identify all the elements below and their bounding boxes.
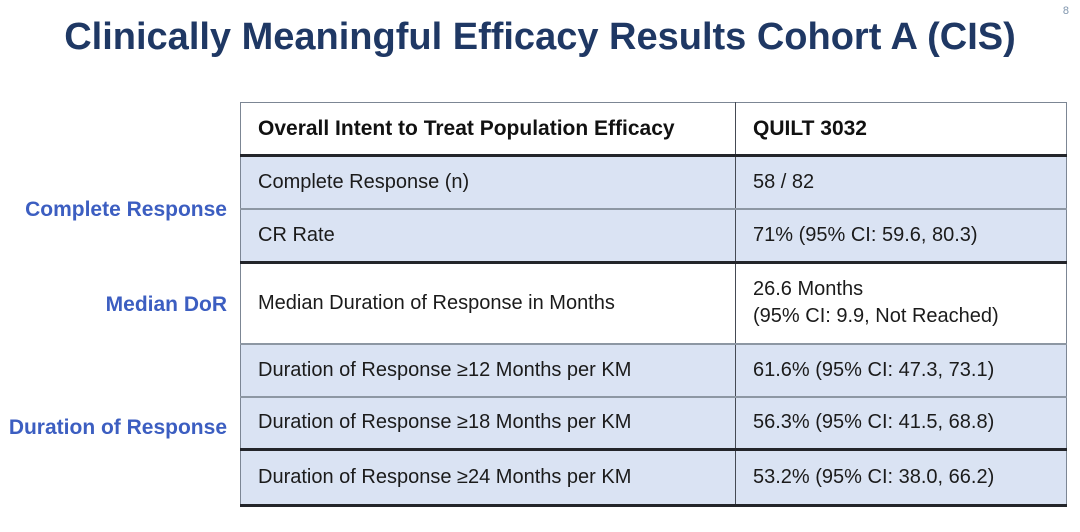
header-cell-quilt-3032: QUILT 3032 (735, 102, 1067, 157)
table-row-dor-12-months: Duration of Response ≥12 Months per KM 6… (240, 343, 1067, 398)
table-row-median-dor: Median Duration of Response in Months 26… (240, 262, 1067, 345)
side-label-complete-response: Complete Response (25, 198, 227, 221)
page-number: 8 (1062, 5, 1069, 17)
row-label: Duration of Response ≥12 Months per KM (240, 343, 736, 398)
table-row-cr-rate: CR Rate 71% (95% CI: 59.6, 80.3) (240, 208, 1067, 264)
row-label: CR Rate (240, 208, 736, 264)
header-cell-population-efficacy: Overall Intent to Treat Population Effic… (240, 102, 736, 157)
row-value: 56.3% (95% CI: 41.5, 68.8) (735, 396, 1067, 451)
slide-title: Clinically Meaningful Efficacy Results C… (64, 16, 1016, 58)
row-value: 53.2% (95% CI: 38.0, 66.2) (735, 449, 1067, 507)
table-row-dor-18-months: Duration of Response ≥18 Months per KM 5… (240, 396, 1067, 451)
table-row-complete-response-n: Complete Response (n) 58 / 82 (240, 155, 1067, 210)
table-header-row: Overall Intent to Treat Population Effic… (240, 102, 1067, 157)
row-label: Duration of Response ≥24 Months per KM (240, 449, 736, 507)
side-label-median-dor: Median DoR (105, 293, 227, 316)
row-label: Complete Response (n) (240, 155, 736, 210)
efficacy-table: Overall Intent to Treat Population Effic… (240, 102, 1067, 507)
row-value: 71% (95% CI: 59.6, 80.3) (735, 208, 1067, 264)
table-row-dor-24-months: Duration of Response ≥24 Months per KM 5… (240, 449, 1067, 507)
row-label: Duration of Response ≥18 Months per KM (240, 396, 736, 451)
side-label-duration-of-response: Duration of Response (8, 416, 227, 439)
row-value: 61.6% (95% CI: 47.3, 73.1) (735, 343, 1067, 398)
row-value: 26.6 Months (95% CI: 9.9, Not Reached) (735, 262, 1067, 345)
row-label: Median Duration of Response in Months (240, 262, 736, 345)
row-value: 58 / 82 (735, 155, 1067, 210)
